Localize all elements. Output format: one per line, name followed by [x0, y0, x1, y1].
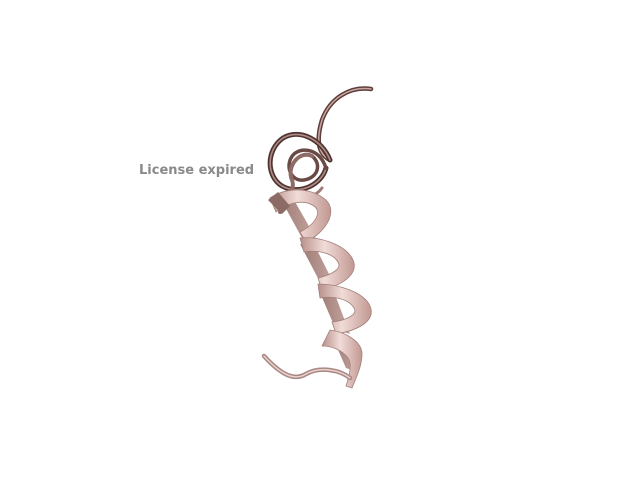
license-expired-watermark: License expired [139, 163, 255, 178]
c-terminal-coil [261, 353, 353, 381]
alpha-helix-ribbon [268, 189, 372, 389]
n-terminal-coil [267, 86, 374, 214]
